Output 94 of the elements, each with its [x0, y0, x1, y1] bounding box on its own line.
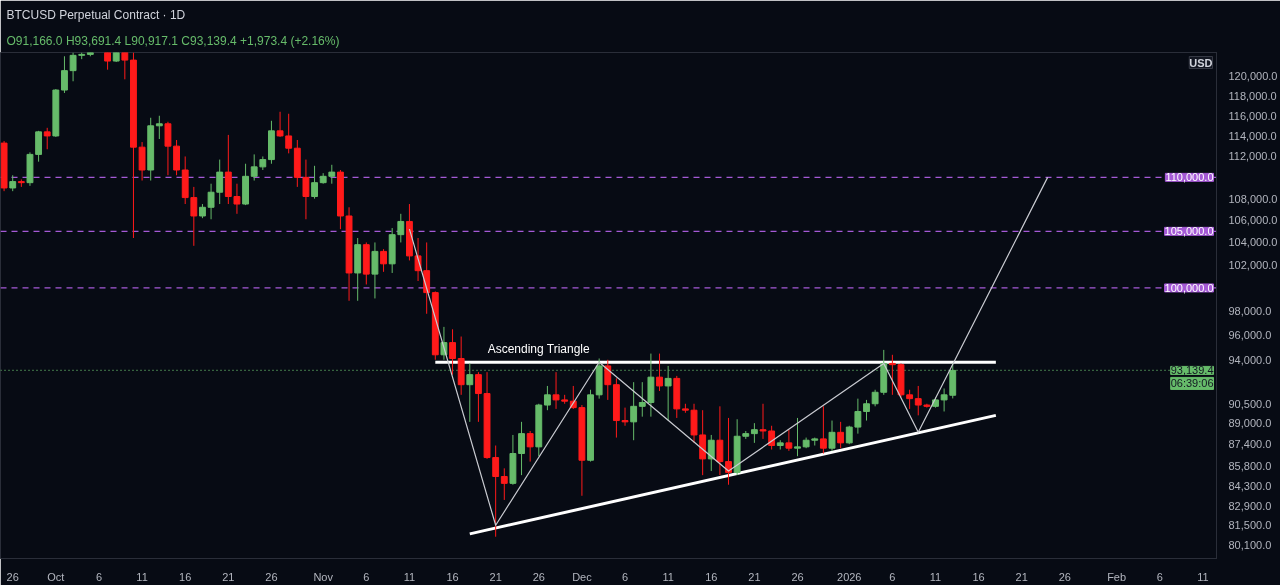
x-tick-label: 26: [532, 570, 545, 583]
candlestick: [155, 115, 163, 140]
x-tick-label: 21: [222, 570, 235, 583]
x-tick-label: 21: [1015, 570, 1028, 583]
x-tick-label: 16: [705, 570, 718, 583]
candlestick: [466, 362, 474, 423]
x-tick-label: 16: [972, 570, 985, 583]
y-tick-label: 84,300.0: [1228, 480, 1272, 493]
annotation: Ascending Triangle: [487, 342, 591, 357]
y-tick-label: 89,000.0: [1228, 417, 1272, 430]
x-tick-label: Oct: [47, 570, 65, 583]
candlestick: [837, 421, 845, 449]
x-tick-label: 6: [363, 570, 370, 583]
y-tick-label: 118,000.0: [1228, 89, 1277, 102]
candlestick: [449, 328, 456, 376]
candlestick: [474, 371, 482, 423]
y-tick-label: 114,000.0: [1228, 129, 1277, 142]
candlestick: [250, 153, 258, 182]
y-tick-label: 80,100.0: [1228, 539, 1272, 552]
x-tick-label: 11: [1197, 570, 1209, 583]
y-tick-label: 81,500.0: [1228, 519, 1272, 532]
y-tick-label: 120,000.0: [1228, 70, 1278, 83]
x-tick-label: 6: [1156, 570, 1163, 583]
candlestick: [785, 429, 793, 452]
candlestick: [604, 359, 612, 401]
candlestick: [285, 113, 293, 154]
chart-subtitle: O91,166.0 H93,691.4 L90,917.1 C93,139.4 +1,973.4 (+2.16%): [6, 33, 340, 48]
x-tick-label: 11: [929, 570, 942, 583]
x-tick-label: 26: [1058, 570, 1071, 583]
x-tick-label: 6: [889, 570, 896, 583]
x-tick-label: 21: [748, 570, 761, 583]
chart-title: BTCUSD Perpetual Contract · 1D: [6, 7, 186, 22]
candlestick: [380, 248, 387, 273]
y-tick-label: 85,800.0: [1228, 459, 1272, 472]
x-tick-label: 16: [179, 570, 192, 583]
y-tick-label: 104,000.0: [1228, 236, 1278, 249]
y-tick-label: 87,400.0: [1228, 438, 1272, 451]
candlestick: [543, 385, 551, 411]
y-tick-label: 106,000.0: [1228, 214, 1278, 227]
y-tick-label: 96,000.0: [1228, 329, 1272, 342]
ref-line-label: 100,000.0: [1164, 281, 1214, 294]
x-tick-label: Dec: [572, 570, 593, 583]
line-series: [408, 176, 1049, 526]
y-tick-label: 116,000.0: [1228, 109, 1277, 122]
candlestick: [716, 405, 724, 476]
y-tick-label: 90,500.0: [1228, 397, 1272, 410]
candlestick: [914, 385, 922, 416]
candlestick: [518, 421, 525, 476]
candlestick: [828, 420, 836, 452]
ref-line-label: 110,000.0: [1165, 171, 1214, 184]
candlestick: [638, 381, 646, 418]
y-tick-label: 98,000.0: [1228, 305, 1272, 318]
x-tick-label: 6: [621, 570, 629, 583]
y-tick-label: 94,000.0: [1228, 353, 1272, 366]
y-tick-label: 112,000.0: [1228, 150, 1277, 163]
candlestick: [759, 403, 767, 440]
y-tick-label: 82,900.0: [1228, 499, 1272, 512]
candlestick: [121, 52, 129, 80]
x-tick-label: 26: [6, 570, 19, 583]
x-tick-label: 11: [403, 570, 416, 583]
candlestick: [276, 111, 284, 138]
x-tick-label: Nov: [313, 570, 334, 583]
x-tick-label: Feb: [1107, 570, 1127, 583]
x-tick-label: 16: [446, 570, 459, 583]
x-tick-label: 21: [489, 570, 502, 583]
ref-line-label: 93,139.4 06:39:06: [1170, 364, 1214, 390]
ref-line-label: 105,000.0: [1164, 225, 1214, 238]
candlestick: [526, 430, 534, 463]
x-tick-label: 2026: [837, 570, 862, 583]
x-tick-label: 26: [265, 570, 278, 583]
candlestick: [888, 354, 896, 396]
y-tick-label: 108,000.0: [1228, 192, 1278, 205]
candlestick: [173, 139, 181, 176]
candlestick: [750, 422, 758, 444]
candlestick: [500, 467, 508, 501]
y-tick-label: 102,000.0: [1228, 258, 1278, 271]
candlestick: [863, 399, 870, 422]
candlestick: [707, 434, 715, 472]
candlestick: [854, 398, 862, 435]
candlestick: [61, 55, 68, 94]
y-axis-title: USD: [1189, 56, 1213, 69]
x-tick-label: 11: [662, 570, 674, 583]
x-tick-label: 11: [136, 570, 148, 583]
candlestick: [794, 417, 801, 457]
candlestick: [656, 353, 663, 392]
x-tick-label: 6: [95, 570, 103, 583]
candlestick: [311, 165, 318, 200]
candlestick: [371, 241, 379, 299]
candlestick: [630, 381, 638, 441]
candlestick: [819, 405, 827, 455]
candlestick: [43, 127, 51, 150]
candlestick: [164, 121, 172, 176]
x-tick-label: 26: [791, 570, 804, 583]
candlestick: [725, 417, 732, 486]
